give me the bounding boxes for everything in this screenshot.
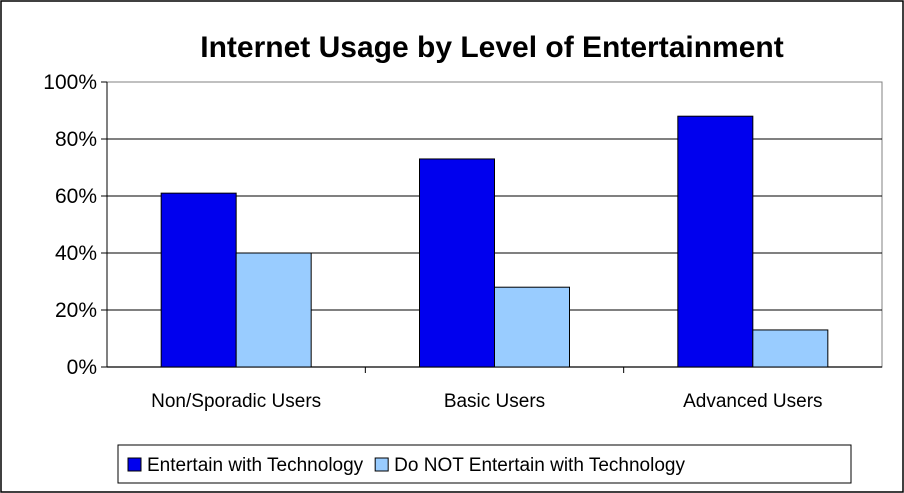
bar	[235, 252, 312, 368]
bar	[752, 329, 829, 368]
bar	[160, 192, 237, 368]
bar	[494, 286, 570, 368]
y-tick-label: 0%	[67, 356, 97, 379]
legend-box	[117, 444, 852, 484]
x-tick-label: Basic Users	[444, 391, 545, 412]
y-tick-label: 60%	[55, 185, 97, 208]
legend-swatch	[127, 457, 142, 472]
plot-area: 0% 20% 40% 60% 80% 100% Non/Sporadic Users Basi…	[43, 71, 883, 412]
x-tick-label: Non/Sporadic Users	[151, 391, 321, 412]
y-tick-label: 20%	[55, 299, 97, 322]
y-tick-label: 100%	[43, 71, 97, 94]
legend-label: Entertain with Technology	[147, 455, 364, 476]
y-tick-label: 80%	[55, 128, 97, 151]
y-tick-label: 40%	[55, 242, 97, 265]
legend: Entertain with Technology Do NOT Entertai…	[117, 444, 852, 484]
legend-swatch	[374, 457, 389, 472]
bar	[677, 115, 754, 368]
x-tick-label: Advanced Users	[683, 391, 822, 412]
legend-label: Do NOT Entertain with Technology	[394, 455, 685, 476]
bar	[419, 158, 495, 368]
chart-title: Internet Usage by Level of Entertainment	[200, 31, 783, 64]
